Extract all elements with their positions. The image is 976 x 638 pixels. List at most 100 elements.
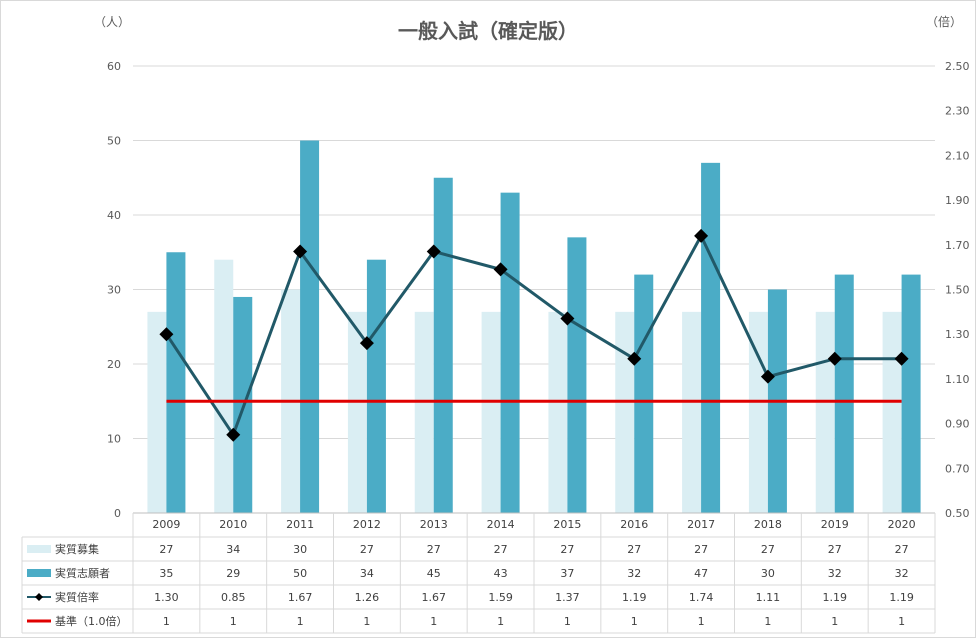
bar-recruit	[815, 311, 835, 513]
category-label: 2015	[553, 518, 581, 531]
legend-label: 実質倍率	[55, 590, 99, 604]
table-value: 27	[828, 543, 842, 556]
ratio-marker	[226, 427, 241, 442]
left-tick-label: 60	[107, 60, 121, 73]
left-axis-unit: （人）	[94, 15, 130, 29]
left-tick-label: 40	[107, 209, 121, 222]
table-value: 1.26	[355, 591, 380, 604]
table-value: 45	[427, 567, 441, 580]
left-tick-label: 10	[107, 433, 121, 446]
bar-applicants	[634, 274, 654, 513]
ratio-marker	[760, 369, 775, 384]
table-value: 27	[895, 543, 909, 556]
table-value: 0.85	[221, 591, 246, 604]
table-value: 30	[761, 567, 775, 580]
category-label: 2014	[487, 518, 515, 531]
legend-key	[27, 545, 51, 553]
bar-applicants	[901, 274, 921, 513]
table-value: 1.67	[288, 591, 313, 604]
table-value: 1	[430, 615, 437, 628]
right-tick-label: 1.70	[945, 239, 970, 252]
category-label: 2019	[821, 518, 849, 531]
right-tick-label: 0.90	[945, 418, 970, 431]
bar-applicants	[567, 237, 587, 513]
table-value: 1	[631, 615, 638, 628]
table-value: 43	[494, 567, 508, 580]
bar-recruit	[748, 311, 768, 513]
right-tick-label: 1.90	[945, 194, 970, 207]
right-tick-label: 2.30	[945, 105, 970, 118]
right-tick-label: 0.70	[945, 462, 970, 475]
bar-applicants	[701, 162, 721, 513]
category-label: 2018	[754, 518, 782, 531]
table-value: 29	[226, 567, 240, 580]
ratio-marker	[894, 351, 909, 366]
table-value: 1.19	[823, 591, 848, 604]
ratio-marker	[560, 311, 575, 326]
category-label: 2017	[687, 518, 715, 531]
ratio-marker	[293, 244, 308, 259]
right-tick-label: 2.50	[945, 60, 970, 73]
bar-recruit	[481, 311, 501, 513]
gridlines	[133, 65, 935, 439]
table-value: 1.67	[422, 591, 447, 604]
table-value: 1.19	[622, 591, 647, 604]
table-value: 27	[627, 543, 641, 556]
table-value: 1	[764, 615, 771, 628]
table-value: 1	[297, 615, 304, 628]
table-value: 30	[293, 543, 307, 556]
bar-applicants	[300, 140, 320, 513]
bar-recruit	[682, 311, 702, 513]
legend-label: 実質募集	[55, 542, 99, 556]
ratio-marker	[493, 262, 508, 277]
legend-key-marker	[35, 593, 43, 601]
bar-applicants	[166, 252, 186, 513]
table-value: 27	[494, 543, 508, 556]
category-label: 2009	[152, 518, 180, 531]
right-tick-label: 0.50	[945, 507, 970, 520]
ratio-marker	[359, 336, 374, 351]
table-value: 1.19	[889, 591, 914, 604]
table-value: 37	[560, 567, 574, 580]
table-value: 34	[226, 543, 240, 556]
right-tick-label: 1.10	[945, 373, 970, 386]
table-value: 1.11	[756, 591, 781, 604]
bar-applicants	[500, 192, 520, 513]
table-value: 34	[360, 567, 374, 580]
category-label: 2010	[219, 518, 247, 531]
right-tick-label: 2.10	[945, 149, 970, 162]
table-value: 47	[694, 567, 708, 580]
table-value: 27	[761, 543, 775, 556]
bar-applicants	[433, 177, 453, 513]
left-tick-label: 20	[107, 358, 121, 371]
table-value: 27	[360, 543, 374, 556]
ratio-marker	[827, 351, 842, 366]
table-value: 27	[560, 543, 574, 556]
table-value: 1	[363, 615, 370, 628]
ratio-marker	[627, 351, 642, 366]
table-value: 27	[427, 543, 441, 556]
axis-ticks: 0 10 20 30 40 50 60 0.50 0.70 0.90 1.10 1.30 1.50 1.7…	[107, 60, 970, 520]
table-value: 50	[293, 567, 307, 580]
bar-recruit	[548, 311, 568, 513]
table-value: 1	[163, 615, 170, 628]
ratio-marker	[159, 327, 174, 342]
category-label: 2011	[286, 518, 314, 531]
table-value: 1	[698, 615, 705, 628]
bar-recruit	[615, 311, 635, 513]
right-tick-label: 1.50	[945, 284, 970, 297]
legend-label: 実質志願者	[55, 566, 110, 580]
table-value: 1	[831, 615, 838, 628]
table-value: 32	[895, 567, 909, 580]
table-value: 27	[159, 543, 173, 556]
bar-recruit	[214, 259, 234, 513]
category-label: 2016	[620, 518, 648, 531]
chart-title: 一般入試（確定版）	[398, 19, 578, 43]
category-label: 2020	[888, 518, 916, 531]
left-tick-label: 50	[107, 135, 121, 148]
table-value: 1.30	[154, 591, 179, 604]
category-label: 2012	[353, 518, 381, 531]
table-value: 32	[828, 567, 842, 580]
table-value: 1.74	[689, 591, 714, 604]
